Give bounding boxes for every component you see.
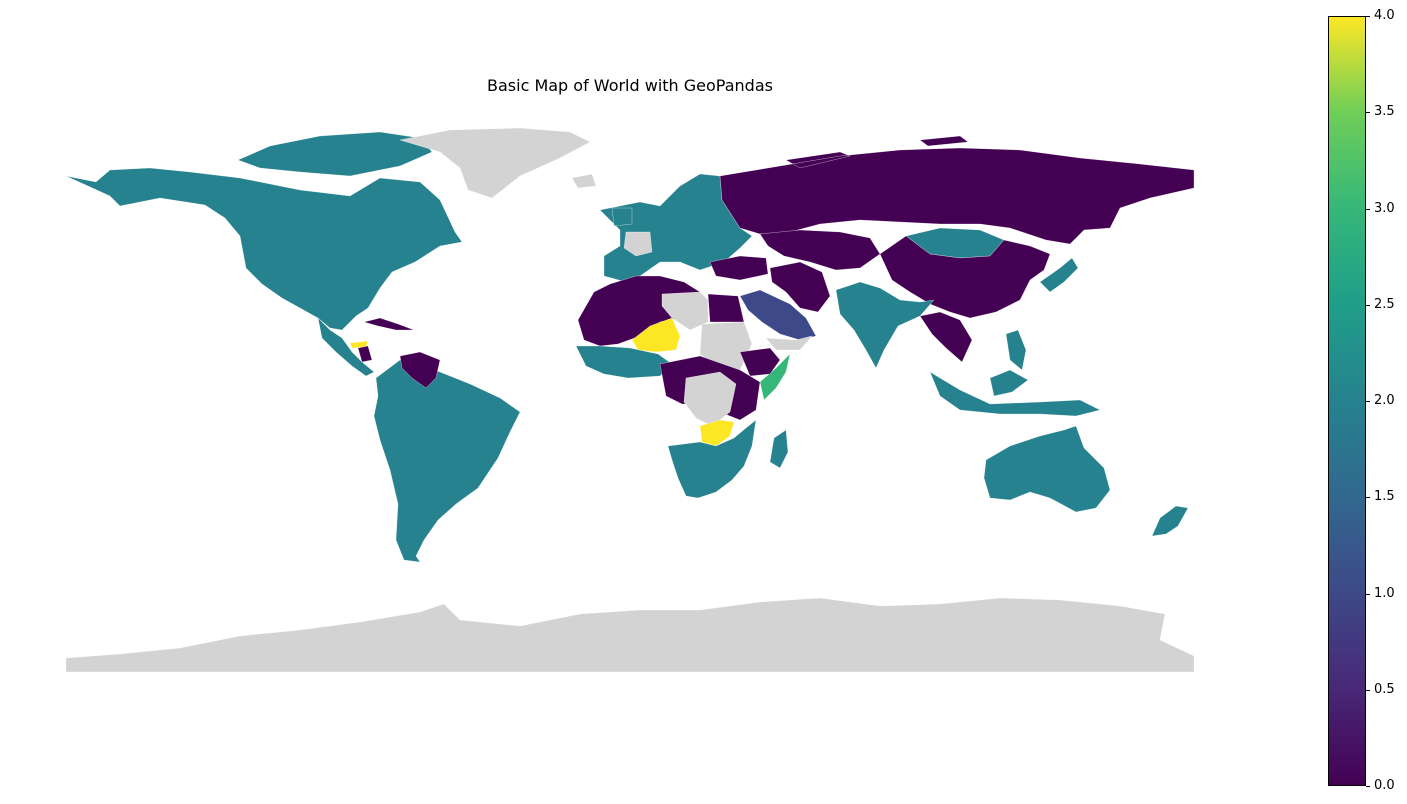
colorbar-tick-label: 2.0 — [1374, 393, 1395, 408]
region-nicaragua — [357, 345, 373, 363]
region-new-zealand — [1151, 505, 1189, 537]
region-southeast-asia — [919, 311, 973, 363]
region-somalia — [759, 353, 791, 401]
region-antarctica — [65, 597, 1195, 673]
region-central-america — [317, 317, 375, 377]
region-philippines — [1005, 329, 1027, 371]
region-indonesia — [929, 369, 1101, 417]
region-madagascar — [769, 429, 789, 469]
region-yemen — [765, 335, 813, 351]
colorbar-tick-label: 2.5 — [1374, 296, 1395, 312]
region-north-america — [65, 131, 463, 331]
colorbar-tick-mark — [1366, 112, 1370, 114]
region-venezuela — [399, 351, 441, 389]
colorbar-tick-label: 3.5 — [1374, 104, 1395, 120]
region-turkey — [709, 255, 769, 281]
region-ethiopia — [739, 347, 781, 377]
colorbar-tick-mark — [1366, 689, 1370, 691]
colorbar-tick-mark — [1366, 786, 1370, 787]
colorbar-tick-mark — [1366, 401, 1370, 402]
colorbar-tick-mark — [1366, 304, 1370, 306]
colorbar-tick: 1.0 — [1366, 585, 1407, 601]
colorbar-tick: 2.5 — [1366, 296, 1407, 312]
region-greenland — [399, 127, 591, 199]
colorbar-tick: 0.5 — [1366, 681, 1407, 697]
colorbar-tick-mark — [1366, 497, 1370, 499]
colorbar-tick-mark — [1366, 208, 1370, 210]
region-russia — [719, 135, 1195, 245]
colorbar — [1328, 16, 1366, 786]
colorbar-tick: 2.0 — [1366, 394, 1407, 408]
region-central-asia — [759, 229, 881, 271]
region-australia — [983, 425, 1111, 513]
region-japan — [1039, 257, 1079, 293]
region-south-america — [373, 359, 521, 563]
colorbar-tick-label: 4.0 — [1374, 8, 1395, 23]
region-iran — [769, 261, 831, 313]
region-iceland — [571, 173, 597, 189]
colorbar-tick-label: 1.5 — [1374, 489, 1395, 505]
colorbar-tick: 3.0 — [1366, 200, 1407, 216]
region-cuba — [363, 317, 415, 331]
map-title: Basic Map of World with GeoPandas — [487, 76, 773, 95]
colorbar-tick-mark — [1366, 593, 1370, 595]
region-france — [623, 231, 653, 257]
region-zambia — [699, 419, 735, 447]
colorbar-tick-mark — [1366, 16, 1370, 17]
colorbar-tick: 3.5 — [1366, 105, 1407, 119]
colorbar-tick: 4.0 — [1366, 9, 1407, 23]
colorbar-tick: 0.0 — [1366, 779, 1407, 793]
colorbar-tick-label: 3.0 — [1374, 200, 1395, 216]
region-dr-congo — [683, 371, 737, 427]
colorbar-tick-label: 0.0 — [1374, 778, 1395, 793]
colorbar-tick-label: 1.0 — [1374, 585, 1395, 601]
region-southern-africa — [667, 419, 757, 499]
region-egypt — [707, 293, 745, 323]
region-libya — [661, 291, 709, 331]
map-regions — [65, 127, 1195, 673]
region-india — [835, 281, 935, 369]
colorbar-tick: 1.5 — [1366, 490, 1407, 504]
colorbar-tick-label: 0.5 — [1374, 681, 1395, 697]
